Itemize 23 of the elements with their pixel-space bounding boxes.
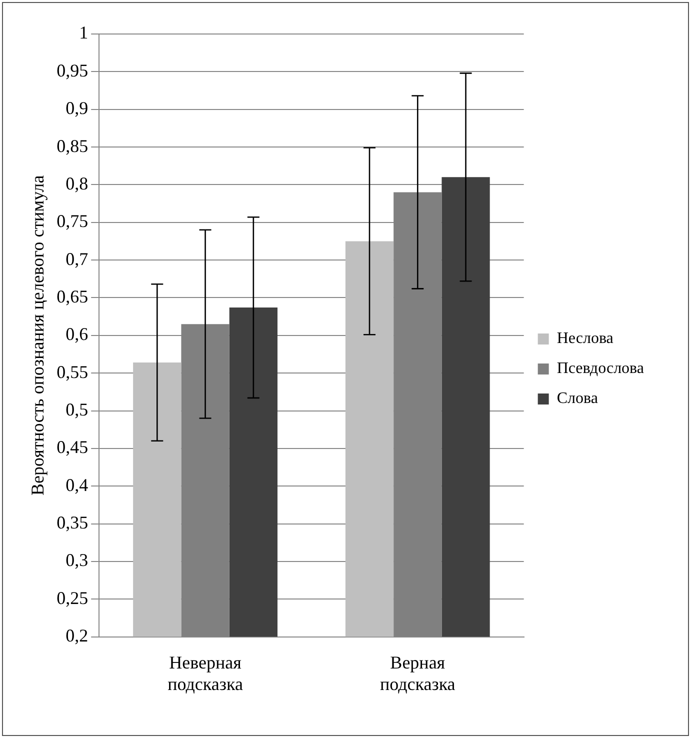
- y-tick-label: 0,85: [56, 136, 88, 156]
- y-tick-label: 0,9: [66, 98, 88, 118]
- y-tick-label: 0,55: [56, 362, 88, 382]
- legend-label: Слова: [556, 390, 598, 408]
- legend-label: Неслова: [556, 330, 614, 348]
- x-tick-label: Неверная подсказка: [168, 652, 243, 694]
- y-tick-label: 0,25: [56, 588, 88, 608]
- legend-label: Псевдослова: [556, 360, 644, 378]
- y-tick-label: 0,45: [56, 437, 88, 458]
- y-tick-label: 0,65: [56, 286, 88, 306]
- y-tick-label: 0,8: [66, 173, 88, 194]
- y-tick-label: 0,7: [66, 248, 88, 269]
- y-tick-label: 0,5: [66, 399, 88, 420]
- y-axis-title: Вероятность опознания целевого стимула: [28, 175, 48, 496]
- y-tick-label: 0,3: [66, 550, 88, 570]
- y-tick-label: 0,35: [56, 512, 88, 533]
- y-tick-label: 1: [79, 22, 88, 43]
- x-tick-label: Верная подсказка: [380, 652, 456, 694]
- y-tick-label: 0,95: [56, 60, 88, 80]
- y-tick-label: 0,2: [66, 626, 88, 646]
- y-tick-label: 0,4: [66, 474, 88, 495]
- y-tick-label: 0,6: [66, 324, 88, 344]
- y-tick-label: 0,75: [56, 211, 88, 232]
